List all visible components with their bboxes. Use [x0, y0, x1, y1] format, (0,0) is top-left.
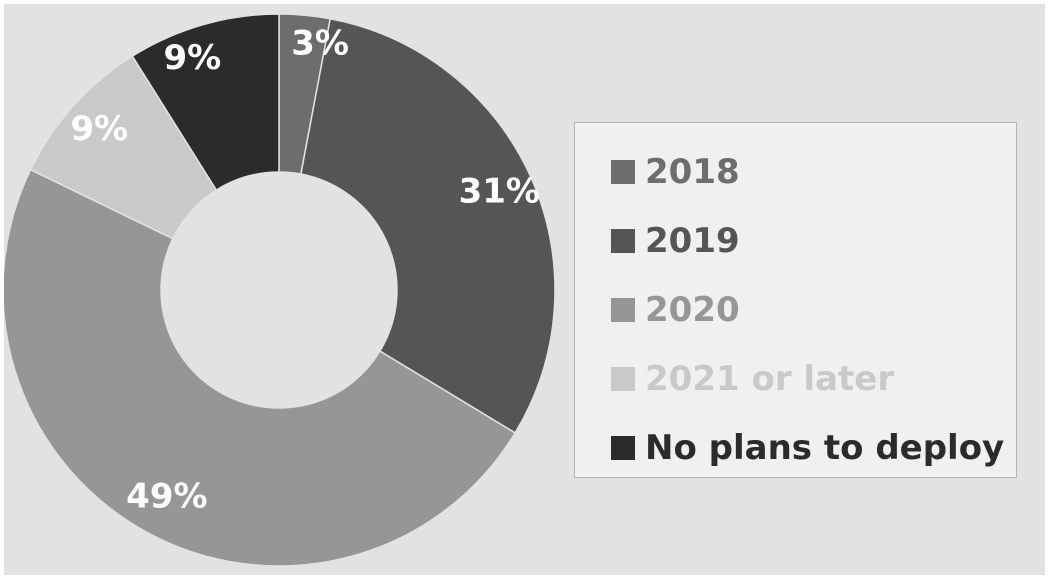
- slice-label-2020: 49%: [126, 476, 207, 516]
- legend-item-2019: 2019: [611, 206, 1016, 275]
- slice-2020: [4, 168, 517, 567]
- legend-item-2018: 2018: [611, 137, 1016, 206]
- legend-item-2021-or-later: 2021 or later: [611, 344, 1016, 413]
- chart-frame: 3% 31% 49% 9% 9% 2018 2019 2020 2021 or late…: [4, 4, 1045, 575]
- legend-item-2020: 2020: [611, 275, 1016, 344]
- legend-item-no-plans: No plans to deploy: [611, 413, 1016, 482]
- legend-swatch-2019: [611, 228, 635, 253]
- slice-label-2018: 3%: [291, 24, 349, 64]
- slice-label-2021-or-later: 9%: [71, 109, 129, 149]
- slice-no-plans: [131, 13, 280, 192]
- legend-swatch-no-plans: [611, 435, 635, 460]
- legend-swatch-2018: [611, 159, 635, 184]
- legend: 2018 2019 2020 2021 or later No plans to…: [574, 122, 1017, 478]
- legend-label-no-plans: No plans to deploy: [645, 427, 1005, 468]
- legend-swatch-2020: [611, 297, 635, 322]
- legend-label-2019: 2019: [645, 220, 740, 261]
- legend-label-2021-or-later: 2021 or later: [645, 358, 895, 399]
- legend-swatch-2021-or-later: [611, 366, 635, 391]
- legend-label-2020: 2020: [645, 289, 740, 330]
- donut-chart: 3% 31% 49% 9% 9%: [4, 13, 556, 567]
- slice-2019: [300, 17, 556, 434]
- legend-label-2018: 2018: [645, 151, 740, 192]
- slice-label-no-plans: 9%: [163, 38, 221, 78]
- slice-label-2019: 31%: [459, 172, 540, 212]
